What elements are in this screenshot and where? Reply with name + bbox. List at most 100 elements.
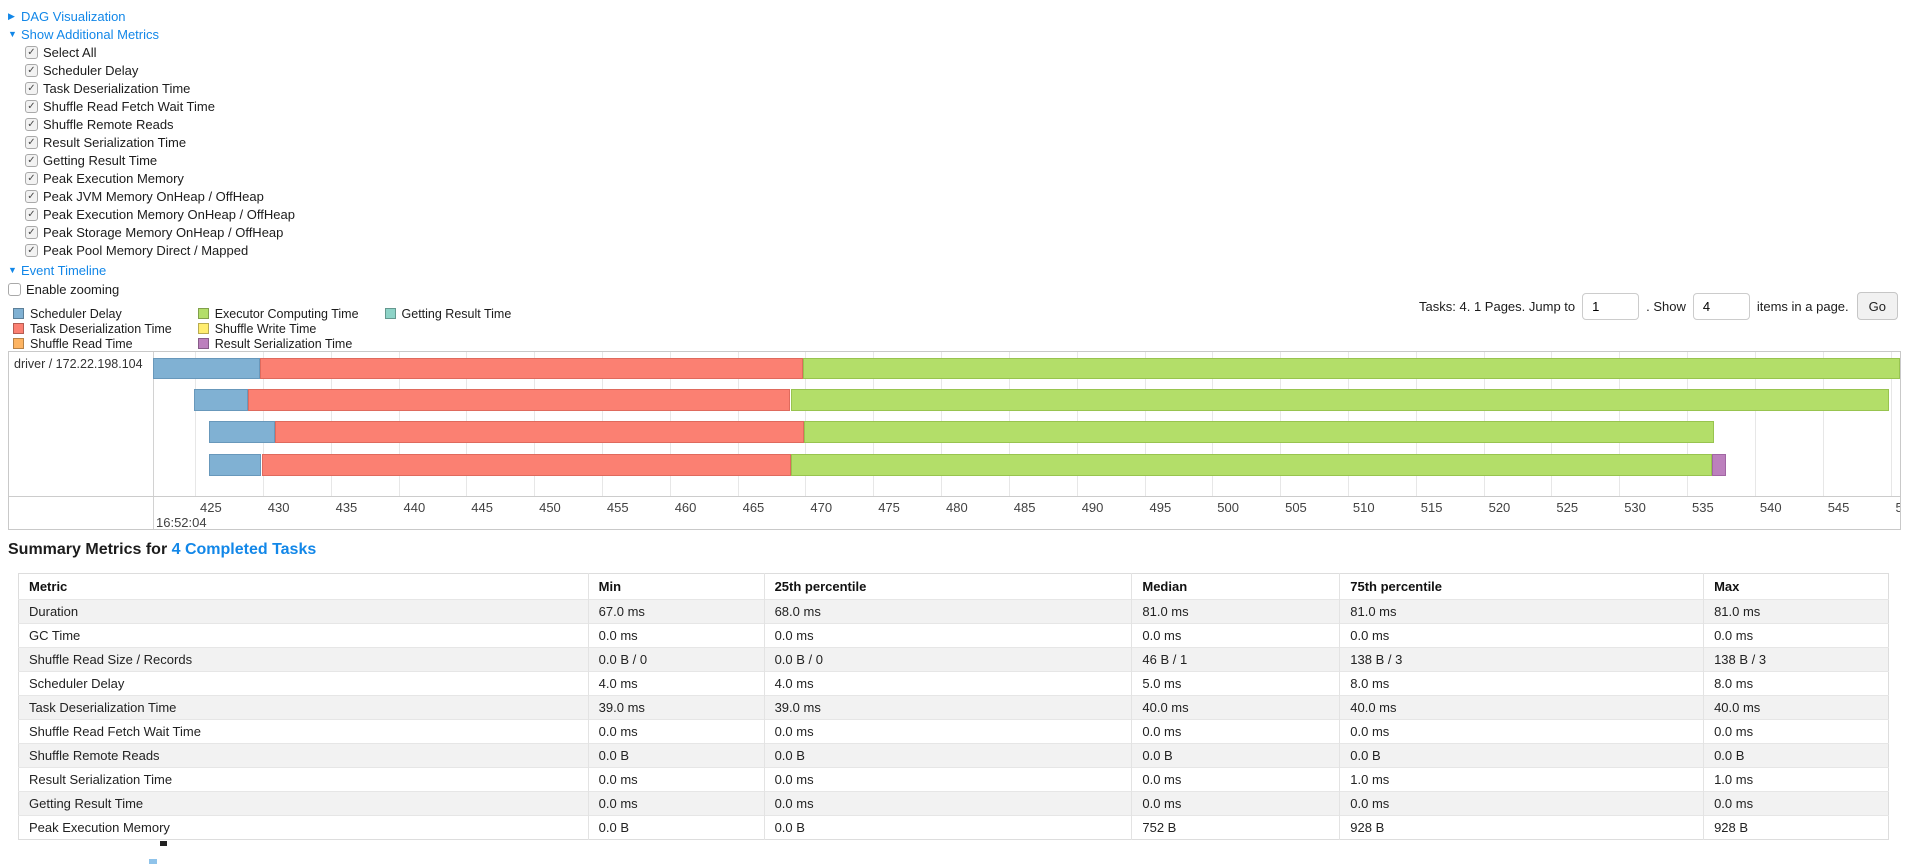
metric-value-cell: 0.0 B	[587, 815, 765, 840]
metric-value-cell: 39.0 ms	[763, 695, 1132, 720]
event-timeline-toggle[interactable]: ▼ Event Timeline	[8, 261, 295, 279]
checkbox-icon[interactable]: ✓	[25, 225, 38, 239]
metric-value-cell: 4.0 ms	[587, 671, 765, 696]
checkbox-icon[interactable]: ✓	[25, 135, 38, 149]
task-bar-segment[interactable]	[260, 358, 803, 379]
axis-tick-label: 510	[1352, 500, 1375, 515]
additional-metrics-checkbox-list: ✓ Select All ✓ Scheduler Delay ✓ Task Deseria…	[8, 43, 295, 259]
axis-gridline	[1822, 352, 1824, 496]
legend-label: Shuffle Write Time	[214, 321, 317, 336]
axis-tick-label: 475	[878, 500, 900, 515]
enable-zooming-row: Enable zooming	[8, 280, 295, 298]
task-bar-segment[interactable]	[790, 389, 1890, 411]
metric-value-cell: 81.0 ms	[1131, 599, 1340, 624]
task-bar-segment[interactable]	[275, 421, 804, 443]
legend-label: Shuffle Read Time	[30, 336, 133, 351]
legend-item: Task Deserialization Time	[13, 321, 172, 336]
metric-value-cell: 40.0 ms	[1703, 695, 1889, 720]
table-header-cell: Median	[1131, 573, 1340, 600]
metric-value-cell: 0.0 ms	[1703, 623, 1889, 648]
metric-value-cell: 8.0 ms	[1703, 671, 1889, 696]
task-bar-segment[interactable]	[193, 389, 248, 411]
checkbox-icon[interactable]: ✓	[25, 153, 38, 167]
task-bar-segment[interactable]	[802, 358, 1900, 379]
metric-value-cell: 0.0 ms	[1339, 623, 1704, 648]
checkbox-icon[interactable]: ✓	[25, 45, 38, 59]
pagination-mid-text: . Show	[1646, 298, 1686, 314]
chevron-right-icon: ▶	[8, 10, 15, 21]
metric-value-cell: 0.0 B	[1339, 743, 1704, 768]
legend-label: Getting Result Time	[401, 306, 512, 321]
metric-checkbox-label: Peak Execution Memory OnHeap / OffHeap	[43, 206, 295, 222]
metric-checkbox-label: Getting Result Time	[43, 152, 158, 168]
table-header-cell: 25th percentile	[763, 573, 1132, 600]
metric-value-cell: 0.0 ms	[1131, 719, 1340, 744]
enable-zooming-checkbox[interactable]	[8, 282, 21, 296]
axis-tick-label: 485	[1013, 500, 1036, 515]
table-row: GC Time 0.0 ms 0.0 ms 0.0 ms 0.0 ms 0.0 ms	[18, 623, 1889, 648]
checkbox-icon[interactable]: ✓	[25, 243, 38, 257]
axis-tick-label: 520	[1488, 500, 1511, 515]
table-header-cell: Metric	[29, 579, 68, 594]
metric-name-cell: Shuffle Read Fetch Wait Time	[18, 719, 589, 744]
axis-tick-label: 535	[1692, 500, 1714, 515]
checkbox-icon[interactable]: ✓	[25, 171, 38, 185]
checkbox-icon[interactable]: ✓	[25, 189, 38, 203]
completed-tasks-link[interactable]: 4 Completed Tasks	[171, 541, 317, 558]
metric-checkbox-label: Scheduler Delay	[43, 62, 139, 78]
metric-name-cell: Task Deserialization Time	[18, 695, 589, 720]
jump-to-page-input[interactable]	[1582, 292, 1640, 320]
table-row: Peak Execution Memory 0.0 B 0.0 B 752 B 928 …	[18, 815, 1889, 840]
task-bar-segment[interactable]	[208, 421, 276, 443]
metric-value-cell: 928 B	[1703, 815, 1889, 840]
checkbox-icon[interactable]: ✓	[25, 81, 38, 95]
time-axis-line	[9, 496, 1900, 497]
clipped-next-section-link	[149, 859, 157, 864]
task-bar-segment[interactable]	[261, 454, 791, 476]
checkbox-icon[interactable]: ✓	[25, 117, 38, 131]
task-bar-segment[interactable]	[247, 389, 791, 411]
chevron-down-icon: ▼	[8, 29, 17, 39]
dag-visualization-toggle[interactable]: ▶ DAG Visualization	[8, 7, 295, 25]
table-header-cell: Min	[587, 573, 765, 600]
go-button[interactable]: Go	[1856, 292, 1898, 320]
metric-value-cell: 5.0 ms	[1131, 671, 1340, 696]
metric-value-cell: 752 B	[1131, 815, 1340, 840]
checkbox-icon[interactable]: ✓	[25, 99, 38, 113]
legend-swatch-icon	[384, 308, 396, 319]
task-bar-segment[interactable]	[153, 358, 261, 379]
metric-value-cell: 0.0 B	[1131, 743, 1340, 768]
legend-swatch-icon	[13, 323, 24, 334]
legend-item: Result Serialization Time	[197, 336, 359, 351]
task-bar-segment[interactable]	[1711, 454, 1727, 476]
page-size-input[interactable]	[1692, 292, 1750, 320]
checkbox-icon[interactable]: ✓	[25, 63, 38, 77]
metric-value-cell: 46 B / 1	[1131, 647, 1340, 672]
axis-tick-label: 445	[471, 500, 493, 515]
dag-visualization-label: DAG Visualization	[21, 8, 126, 24]
metric-value-cell: 0.0 ms	[1703, 791, 1889, 816]
metric-value-cell: 0.0 B	[763, 815, 1132, 840]
task-bar-segment[interactable]	[208, 454, 262, 476]
metric-value-cell: 0.0 ms	[1131, 623, 1340, 648]
table-row: Task Deserialization Time 39.0 ms 39.0 ms 4…	[18, 695, 1889, 720]
axis-tick-label: 450	[539, 500, 561, 515]
metric-checkbox-row: ✓ Peak JVM Memory OnHeap / OffHeap	[8, 187, 295, 205]
task-bar-segment[interactable]	[790, 454, 1712, 476]
show-additional-metrics-toggle[interactable]: ▼ Show Additional Metrics	[8, 25, 295, 43]
legend-swatch-icon	[197, 308, 209, 319]
checkbox-icon[interactable]: ✓	[25, 207, 38, 221]
axis-tick-label: 435	[335, 500, 358, 515]
metric-name-cell: Shuffle Remote Reads	[18, 743, 589, 768]
task-pagination: Tasks: 4. 1 Pages. Jump to . Show items …	[1419, 292, 1898, 320]
metric-value-cell: 0.0 ms	[763, 719, 1132, 744]
axis-tick-label: 430	[267, 500, 290, 515]
metric-value-cell: 0.0 ms	[587, 623, 765, 648]
axis-tick-label: 480	[946, 500, 968, 515]
axis-tick-label: 490	[1081, 500, 1104, 515]
metric-value-cell: 81.0 ms	[1339, 599, 1704, 624]
metric-checkbox-label: Shuffle Read Fetch Wait Time	[43, 98, 215, 114]
metric-checkbox-label: Result Serialization Time	[43, 134, 187, 150]
metric-value-cell: 67.0 ms	[587, 599, 765, 624]
task-bar-segment[interactable]	[804, 421, 1715, 443]
